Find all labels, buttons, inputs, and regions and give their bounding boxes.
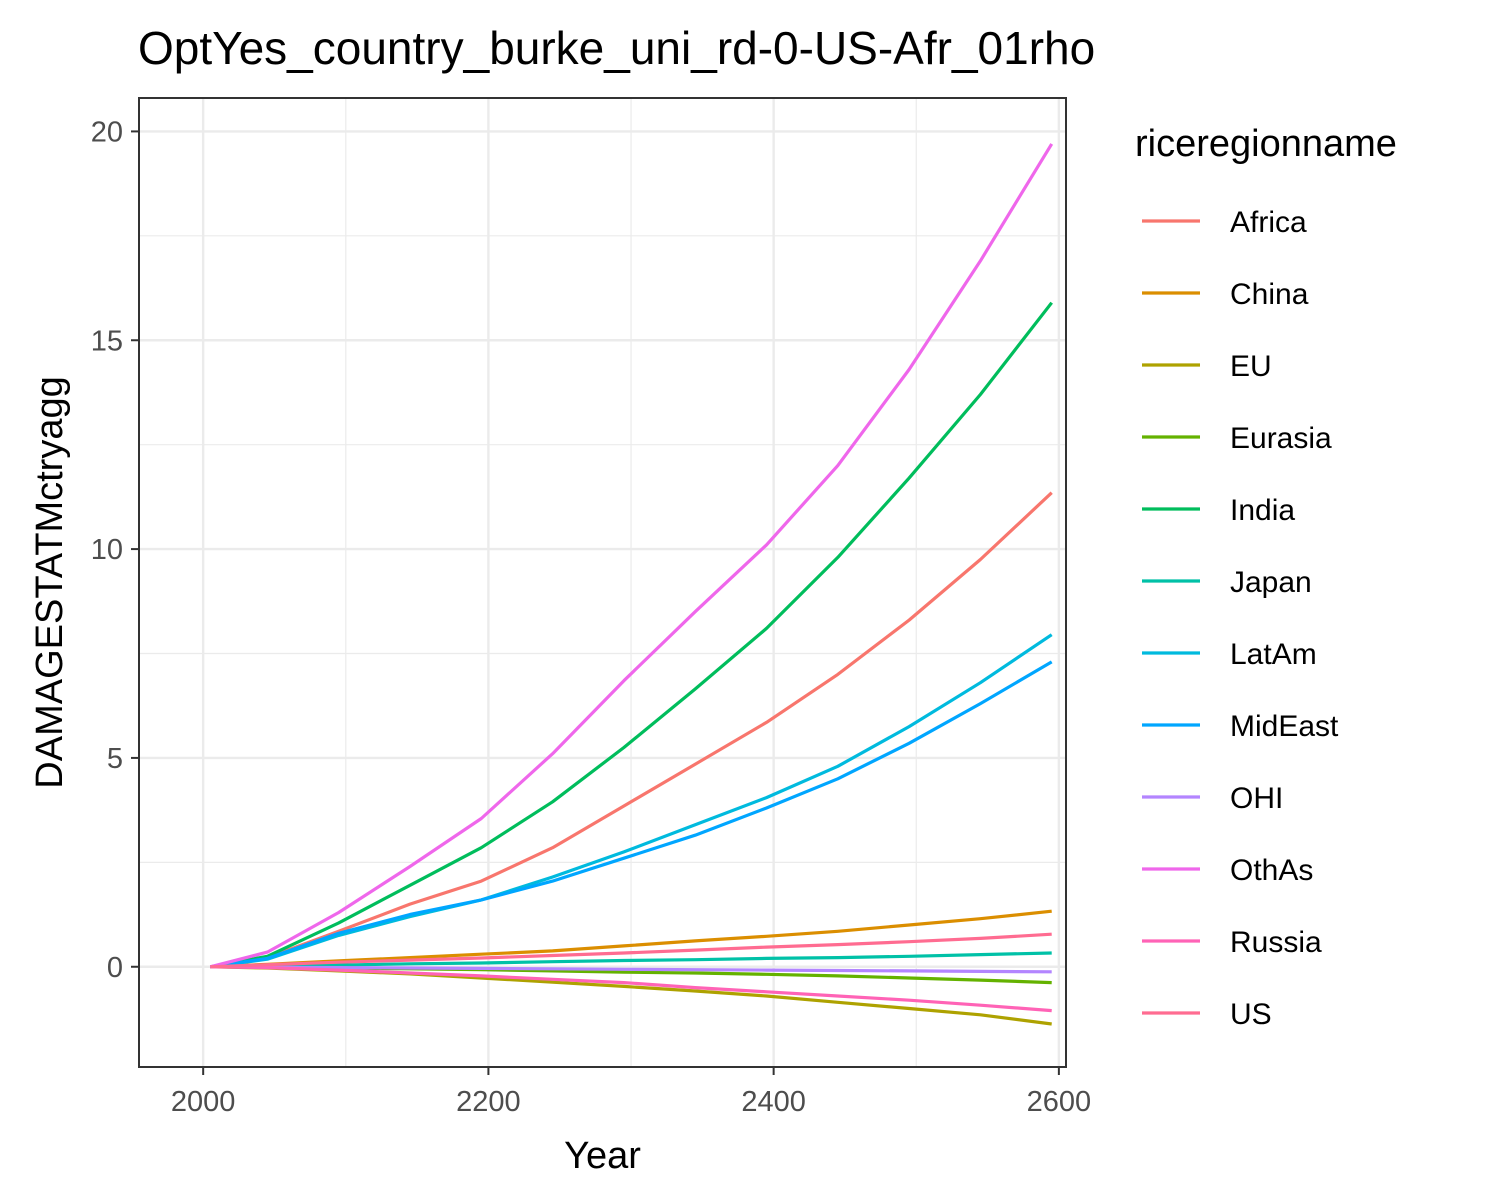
- legend-item: Africa: [1142, 206, 1307, 239]
- legend-item: Eurasia: [1142, 422, 1332, 455]
- legend-label: US: [1230, 998, 1272, 1031]
- series-line-us: [210, 932, 1052, 969]
- plot-border: [138, 97, 1067, 1068]
- x-axis-title: Year: [564, 1135, 641, 1177]
- y-axis-title: DAMAGESTATMctryagg: [29, 376, 71, 788]
- legend-label: MidEast: [1230, 710, 1339, 743]
- legend-label: Africa: [1230, 206, 1307, 239]
- legend-item: India: [1142, 494, 1295, 527]
- x-tick-label: 2000: [171, 1086, 236, 1118]
- legend-item: LatAm: [1142, 638, 1317, 671]
- legend-item: China: [1142, 278, 1309, 311]
- y-tick-label: 20: [91, 116, 123, 148]
- x-tick-label: 2600: [1027, 1086, 1092, 1118]
- legend-label: Russia: [1230, 926, 1322, 959]
- legend-item: OthAs: [1142, 854, 1313, 887]
- x-tick-label: 2200: [456, 1086, 521, 1118]
- y-tick-label: 15: [91, 325, 123, 357]
- series-line-ohi: [210, 965, 1052, 974]
- series-line-russia: [210, 965, 1052, 1013]
- legend-item: Russia: [1142, 926, 1322, 959]
- series-line-mideast: [210, 660, 1053, 969]
- legend-item: EU: [1142, 350, 1272, 383]
- x-axis: 2000 2200 2400 2600: [171, 1067, 1091, 1118]
- legend-items: Africa China EU Eurasia India Japan LatAm MidEa…: [1142, 206, 1339, 1031]
- legend-item: MidEast: [1142, 710, 1339, 743]
- legend: riceregionname Africa China EU Eurasia India…: [1135, 123, 1397, 1031]
- legend-item: US: [1142, 998, 1272, 1031]
- legend-label: India: [1230, 494, 1295, 527]
- legend-title: riceregionname: [1135, 123, 1397, 165]
- legend-label: EU: [1230, 350, 1272, 383]
- legend-item: Japan: [1142, 566, 1312, 599]
- legend-label: LatAm: [1230, 638, 1317, 671]
- y-tick-label: 0: [107, 952, 123, 984]
- y-tick-label: 5: [107, 743, 123, 775]
- series-lines: [209, 143, 1054, 1026]
- x-tick-label: 2400: [741, 1086, 806, 1118]
- plot-panel: [138, 97, 1067, 1068]
- minor-gridlines: [139, 98, 1066, 1067]
- y-axis: 0 5 10 15 20: [91, 116, 139, 984]
- series-line-latam: [210, 633, 1053, 969]
- series-line-othas: [209, 143, 1054, 969]
- series-line-japan: [210, 951, 1052, 969]
- legend-label: OthAs: [1230, 854, 1313, 887]
- legend-label: OHI: [1230, 782, 1283, 815]
- chart-title: OptYes_country_burke_uni_rd-0-US-Afr_01r…: [138, 22, 1095, 74]
- y-tick-label: 10: [91, 534, 123, 566]
- legend-item: OHI: [1142, 782, 1283, 815]
- series-line-india: [210, 301, 1053, 969]
- series-line-africa: [210, 491, 1053, 969]
- legend-label: Eurasia: [1230, 422, 1332, 455]
- legend-label: China: [1230, 278, 1309, 311]
- legend-label: Japan: [1230, 566, 1312, 599]
- plot-background: [139, 98, 1066, 1067]
